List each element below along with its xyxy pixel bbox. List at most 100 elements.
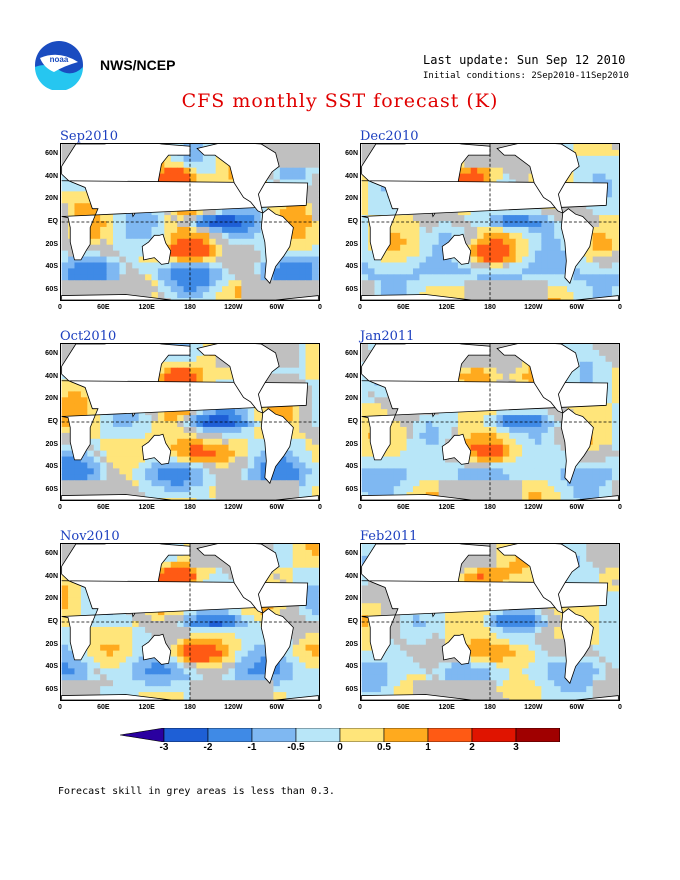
lat-tick-label: 20S xyxy=(345,440,358,448)
lon-tick-label: 0 xyxy=(318,504,322,511)
lon-tick-label: 0 xyxy=(318,304,322,311)
colorbar-tick-label: 0 xyxy=(337,742,343,753)
colorbar-segment xyxy=(383,727,429,743)
figure-title: CFS monthly SST forecast (K) xyxy=(181,90,499,112)
colorbar xyxy=(119,727,605,763)
lat-tick-label: 60S xyxy=(345,685,358,693)
lon-tick-label: 0 xyxy=(618,504,622,511)
lon-tick-label: 60W xyxy=(269,704,284,711)
landmass xyxy=(61,694,319,700)
lat-tick-label: 60N xyxy=(345,550,358,558)
lon-tick-label: 60W xyxy=(569,304,584,311)
lon-tick-label: 0 xyxy=(318,704,322,711)
lat-tick-label: EQ xyxy=(347,618,358,625)
lat-tick-label: 40S xyxy=(45,463,58,471)
lat-tick-label: 40N xyxy=(345,572,358,580)
lat-tick-label: 60S xyxy=(345,485,358,493)
lat-tick-label: 20N xyxy=(345,195,358,203)
lon-tick-label: 0 xyxy=(358,304,362,311)
colorbar-segment xyxy=(427,727,473,743)
landmass xyxy=(361,494,619,500)
lat-tick-label: 20N xyxy=(45,595,58,603)
landmass xyxy=(441,233,472,265)
landmass xyxy=(61,294,319,300)
colorbar-tick-label: -0.5 xyxy=(287,742,305,753)
landmass xyxy=(441,433,472,465)
lon-tick-label: 120E xyxy=(438,504,455,511)
forecast-panel: Dec2010 60N 40N 20N EQ 20S 40S 60S 0 60E 120E 180 12… xyxy=(345,129,660,323)
landmass xyxy=(560,408,594,485)
lat-tick-label: EQ xyxy=(47,218,58,225)
lon-tick-label: 60W xyxy=(569,704,584,711)
lat-tick-label: 40S xyxy=(345,463,358,471)
lat-tick-label: 60N xyxy=(45,550,58,558)
lat-tick-label: 40S xyxy=(345,263,358,271)
lat-tick-label: 20N xyxy=(45,195,58,203)
lon-tick-label: 180 xyxy=(184,704,196,711)
colorbar-tick-label: -1 xyxy=(247,742,257,753)
lat-tick-label: 40S xyxy=(45,263,58,271)
colorbar-tick-label: 1 xyxy=(425,742,431,753)
lon-tick-label: 0 xyxy=(58,704,62,711)
lon-tick-label: 0 xyxy=(618,304,622,311)
sst-map xyxy=(360,543,620,701)
lat-tick-label: 60N xyxy=(45,350,58,358)
lon-tick-label: 120E xyxy=(438,704,455,711)
forecast-panel: Sep2010 60N 40N 20N EQ 20S 40S 60S 0 60E 120E 180 12… xyxy=(45,129,360,323)
lat-tick-label: 20S xyxy=(345,240,358,248)
lat-tick-label: 60N xyxy=(345,350,358,358)
lat-tick-label: 20N xyxy=(345,395,358,403)
lon-tick-label: 0 xyxy=(358,504,362,511)
colorbar-tick-label: 3 xyxy=(513,742,519,753)
colorbar-segment xyxy=(163,727,209,743)
lat-tick-label: 20S xyxy=(45,640,58,648)
lat-tick-label: 60S xyxy=(45,685,58,693)
lon-tick-label: 120E xyxy=(438,304,455,311)
lon-tick-label: 120E xyxy=(138,704,155,711)
colorbar-segment xyxy=(339,727,385,743)
lon-tick-label: 0 xyxy=(58,504,62,511)
lon-tick-label: 60E xyxy=(397,704,410,711)
lon-tick-label: 180 xyxy=(484,304,496,311)
lat-tick-label: 60S xyxy=(345,285,358,293)
lat-tick-label: 60S xyxy=(45,485,58,493)
lat-tick-label: 60S xyxy=(45,285,58,293)
panel-title: Feb2011 xyxy=(360,529,418,544)
landmass xyxy=(361,580,609,661)
lon-tick-label: 180 xyxy=(184,504,196,511)
lat-tick-label: 40N xyxy=(345,172,358,180)
landmass xyxy=(441,633,472,665)
panel-title: Nov2010 xyxy=(60,529,120,544)
lat-tick-label: EQ xyxy=(347,418,358,425)
lon-tick-label: 120E xyxy=(138,304,155,311)
lat-tick-label: 40N xyxy=(45,172,58,180)
colorbar-tick-label: 2 xyxy=(469,742,475,753)
footnote: Forecast skill in grey areas is less tha… xyxy=(58,786,335,797)
colorbar-segment xyxy=(207,727,253,743)
landmass xyxy=(61,580,309,661)
agency-name: NWS/NCEP xyxy=(100,57,176,73)
lat-tick-label: 40N xyxy=(45,372,58,380)
lon-tick-label: 180 xyxy=(184,304,196,311)
landmass xyxy=(141,633,172,665)
colorbar-segment xyxy=(295,727,341,743)
landmass xyxy=(260,408,294,485)
lon-tick-label: 60W xyxy=(269,304,284,311)
logo-wordmark: noaa xyxy=(50,55,69,64)
colorbar-tick-label: 0.5 xyxy=(377,742,391,753)
landmass xyxy=(361,380,609,461)
sst-map xyxy=(60,343,320,501)
landmass xyxy=(260,208,294,285)
landmass xyxy=(61,494,319,500)
lon-tick-label: 60E xyxy=(397,504,410,511)
lat-tick-label: 40N xyxy=(345,372,358,380)
lon-tick-label: 60W xyxy=(269,504,284,511)
colorbar-segment xyxy=(515,727,561,743)
landmass xyxy=(361,694,619,700)
lon-tick-label: 60E xyxy=(97,704,110,711)
sst-map xyxy=(60,543,320,701)
lon-tick-label: 0 xyxy=(358,704,362,711)
landmass xyxy=(61,380,309,461)
landmass xyxy=(361,294,619,300)
colorbar-segment xyxy=(251,727,297,743)
